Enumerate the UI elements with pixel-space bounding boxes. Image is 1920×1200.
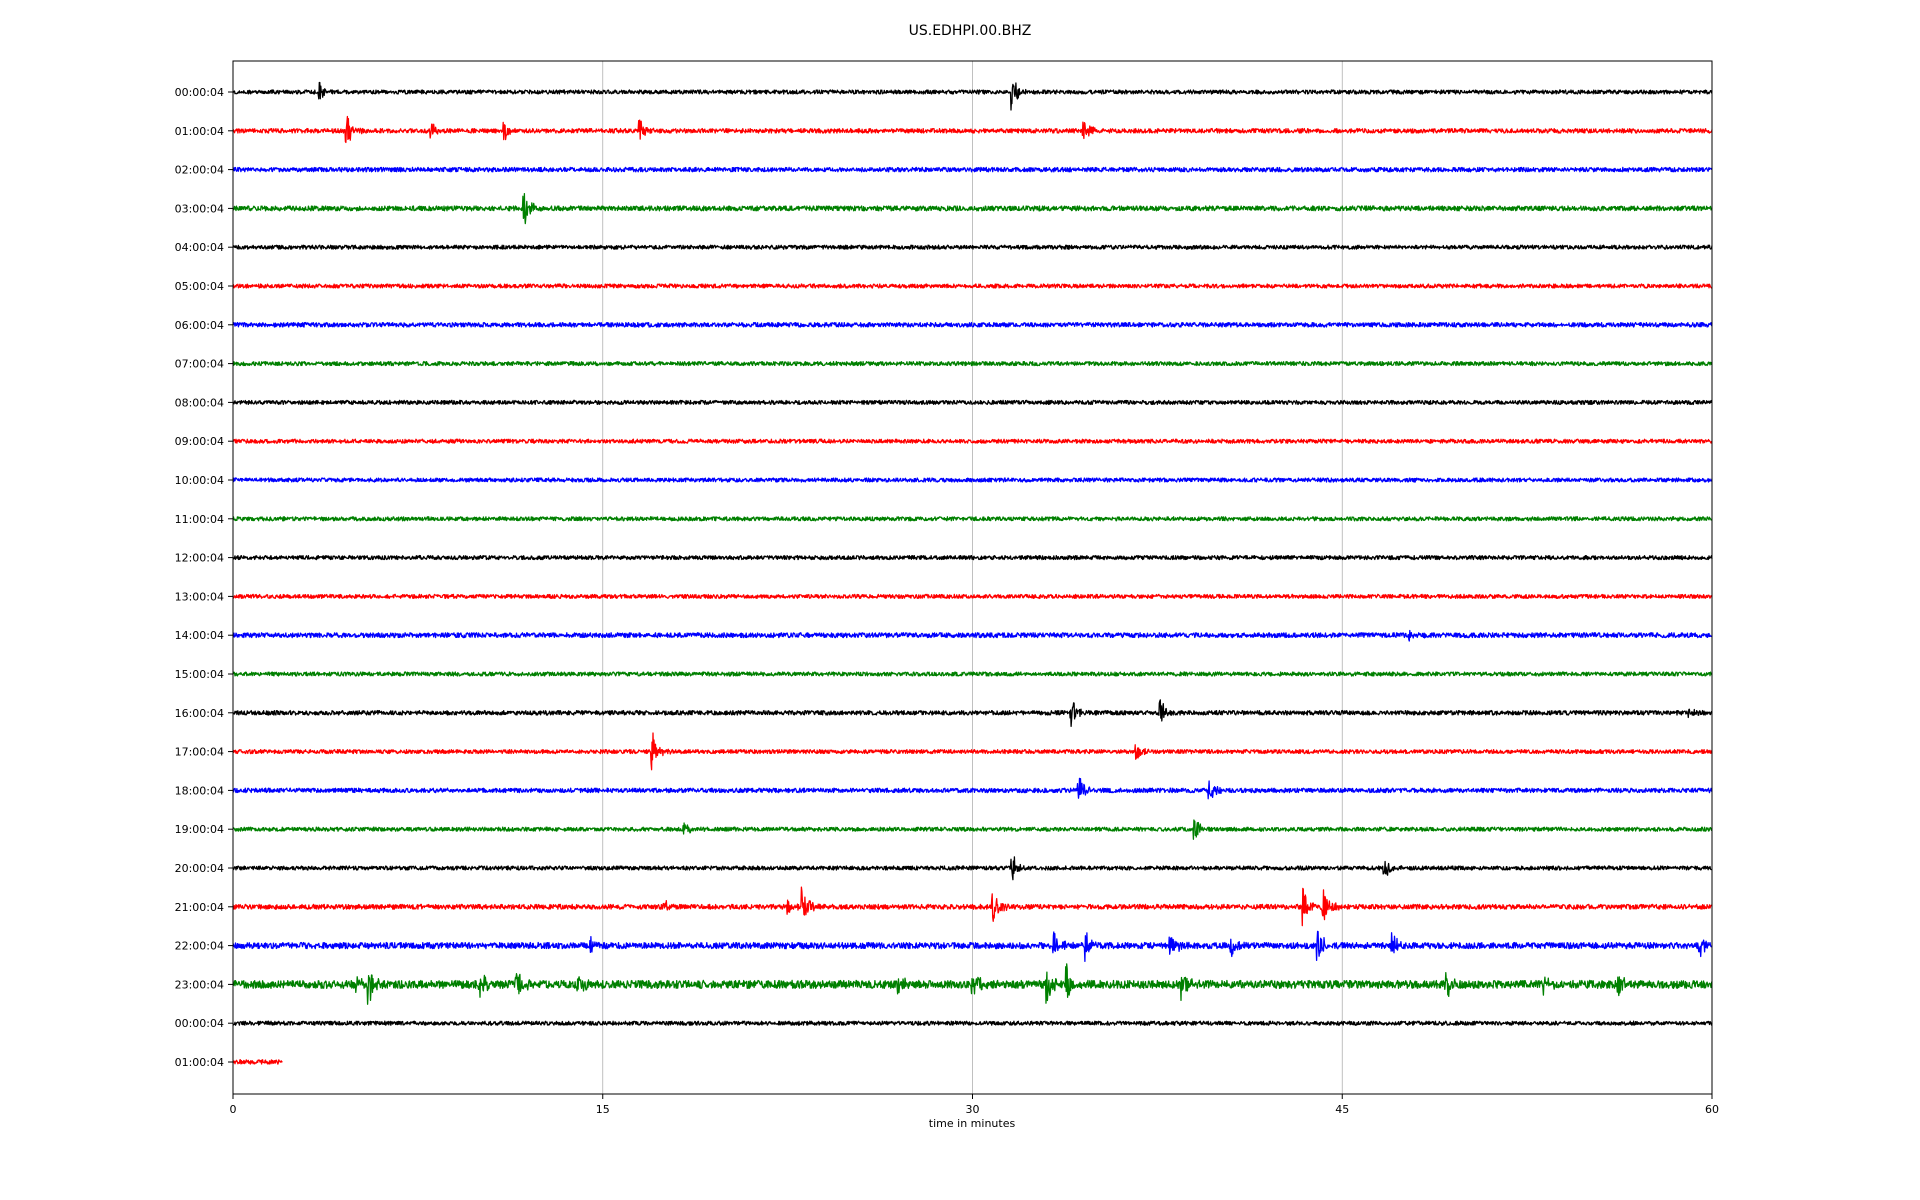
trace-line-2 [232, 166, 1713, 173]
x-tick-label-45: 45 [1335, 1103, 1349, 1116]
x-tick-label-60: 60 [1705, 1103, 1719, 1116]
trace-line-19 [232, 819, 1713, 840]
trace-line-7 [232, 360, 1713, 367]
y-tick-label-16: 16:00:04 [175, 707, 224, 720]
chart-title: US.EDHPI.00.BHZ [909, 23, 1032, 39]
y-tick-label-21: 21:00:04 [175, 901, 224, 914]
y-tick-label-5: 05:00:04 [175, 280, 224, 293]
trace-line-23 [232, 963, 1713, 1005]
y-tick-label-15: 15:00:04 [175, 668, 224, 681]
trace-line-10 [232, 477, 1713, 483]
y-tick-label-4: 04:00:04 [175, 241, 224, 254]
grid-layer [602, 61, 1343, 1094]
y-tick-label-9: 09:00:04 [175, 435, 224, 448]
trace-line-18 [232, 777, 1713, 800]
y-tick-label-14: 14:00:04 [175, 629, 224, 642]
y-tick-label-24: 00:00:04 [175, 1017, 224, 1030]
y-tick-label-20: 20:00:04 [175, 862, 224, 875]
trace-line-24 [232, 1020, 1713, 1026]
trace-line-11 [232, 516, 1713, 522]
trace-line-4 [232, 244, 1713, 250]
y-tick-label-3: 03:00:04 [175, 202, 224, 215]
y-tick-label-13: 13:00:04 [175, 590, 224, 603]
y-tick-label-2: 02:00:04 [175, 164, 224, 177]
trace-line-9 [232, 438, 1713, 444]
x-axis-label: time in minutes [929, 1117, 1016, 1130]
y-tick-label-23: 23:00:04 [175, 978, 224, 991]
ytick-layer: 00:00:04 01:00:04 02:00:04 03:00:04 04:00:04… [175, 86, 233, 1069]
x-tick-label-30: 30 [966, 1103, 980, 1116]
trace-line-8 [232, 399, 1713, 406]
y-tick-label-6: 06:00:04 [175, 319, 224, 332]
y-tick-label-12: 12:00:04 [175, 552, 224, 565]
trace-line-16 [232, 699, 1713, 727]
y-tick-label-1: 01:00:04 [175, 125, 224, 138]
trace-line-6 [232, 321, 1713, 328]
trace-line-1 [232, 115, 1713, 144]
y-tick-label-19: 19:00:04 [175, 823, 224, 836]
trace-layer [232, 81, 1713, 1065]
trace-line-22 [232, 930, 1713, 963]
y-tick-label-0: 00:00:04 [175, 86, 224, 99]
xtick-layer: 0 15 30 45 60 [230, 1094, 1719, 1116]
x-tick-label-0: 0 [230, 1103, 237, 1116]
y-tick-label-10: 10:00:04 [175, 474, 224, 487]
y-tick-label-22: 22:00:04 [175, 940, 224, 953]
y-tick-label-7: 07:00:04 [175, 358, 224, 371]
trace-line-17 [232, 732, 1713, 771]
trace-line-5 [232, 283, 1713, 289]
trace-line-0 [232, 81, 1713, 111]
y-tick-label-8: 08:00:04 [175, 396, 224, 409]
y-tick-label-17: 17:00:04 [175, 746, 224, 759]
x-tick-label-15: 15 [596, 1103, 610, 1116]
trace-line-14 [232, 629, 1713, 642]
trace-line-12 [232, 554, 1713, 561]
y-tick-label-25: 01:00:04 [175, 1056, 224, 1069]
trace-line-15 [232, 671, 1713, 677]
trace-line-25 [232, 1059, 283, 1065]
y-tick-label-11: 11:00:04 [175, 513, 224, 526]
trace-line-21 [232, 886, 1713, 927]
trace-line-20 [232, 856, 1713, 881]
trace-line-13 [232, 593, 1713, 600]
y-tick-label-18: 18:00:04 [175, 784, 224, 797]
trace-line-3 [232, 192, 1713, 225]
